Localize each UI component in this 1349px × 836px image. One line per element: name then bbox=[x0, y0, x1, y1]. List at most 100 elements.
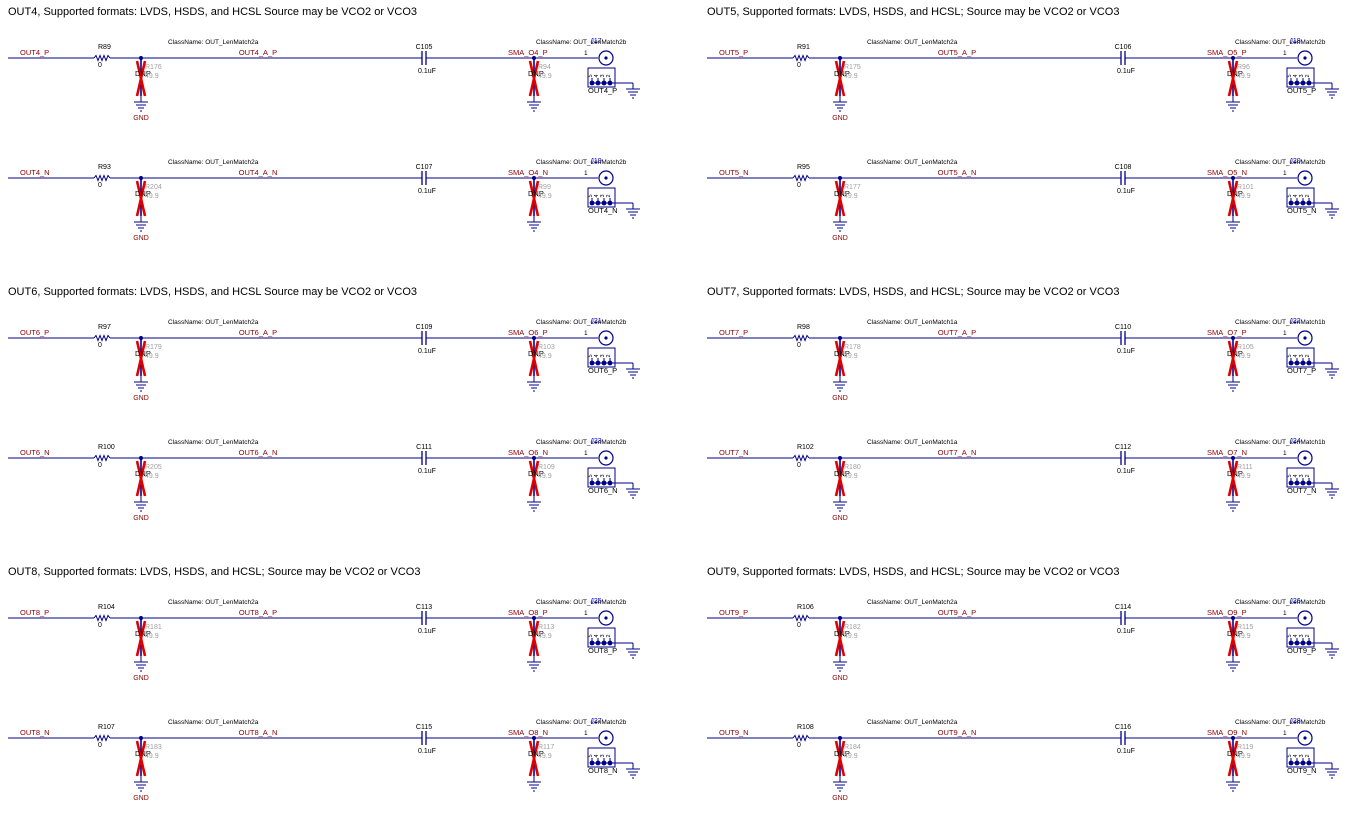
pin-1-label: 1 bbox=[584, 170, 588, 177]
block-title: OUT4, Supported formats: LVDS, HSDS, and… bbox=[8, 6, 417, 18]
connector-label: OUT4_P bbox=[588, 86, 617, 95]
ground-junction bbox=[1288, 480, 1294, 486]
ground-pin-label: 2 bbox=[1305, 354, 1311, 357]
ground-symbol bbox=[1226, 376, 1240, 392]
ground-junction bbox=[601, 360, 607, 366]
dnp-cross-b bbox=[135, 460, 147, 497]
capacitor-value: 0.1uF bbox=[418, 628, 436, 635]
net-label-in: OUT6_N bbox=[20, 448, 50, 457]
dnp-label: DNP bbox=[1227, 349, 1243, 358]
dnp-cross-b bbox=[834, 340, 846, 377]
ground-pin-label: 4 bbox=[1293, 754, 1299, 757]
output-block-8: OUT8, Supported formats: LVDS, HSDS, and… bbox=[8, 566, 668, 836]
block-schematic: ClassName: OUT_LenMatch2a ClassName: OUT_… bbox=[8, 598, 640, 802]
ground-junction bbox=[589, 640, 595, 646]
ground-junction bbox=[595, 480, 601, 486]
ground-symbol bbox=[833, 496, 847, 512]
net-label-mid: OUT4_A_P bbox=[239, 48, 277, 57]
ground-pin-label: 5 bbox=[1287, 634, 1293, 637]
dnp-value: 49.9 bbox=[145, 73, 159, 80]
dnp-value: 49.9 bbox=[1237, 73, 1251, 80]
block-title: OUT7, Supported formats: LVDS, HSDS, and… bbox=[707, 286, 1120, 298]
block-schematic: ClassName: OUT_LenMatch2a ClassName: OUT_… bbox=[8, 318, 640, 522]
pin-1-label: 1 bbox=[1283, 170, 1287, 177]
net-label-in: OUT8_N bbox=[20, 728, 50, 737]
connector-pin bbox=[604, 616, 608, 620]
ground-pin-label: 2 bbox=[606, 634, 612, 637]
class-name-b: ClassName: OUT_LenMatch2b bbox=[536, 159, 627, 166]
ground-junction bbox=[1288, 760, 1294, 766]
ground-junction bbox=[1300, 360, 1306, 366]
dnp-value: 49.9 bbox=[145, 473, 159, 480]
connector-body bbox=[587, 67, 616, 88]
dnp-ref: R105 bbox=[1237, 344, 1254, 351]
dnp-value: 49.9 bbox=[1237, 753, 1251, 760]
ground-junction bbox=[595, 640, 601, 646]
dnp-cross-b bbox=[528, 620, 540, 657]
ground-junction bbox=[607, 80, 613, 86]
ground-symbol bbox=[833, 776, 847, 792]
net-label-out: SMA_O6_N bbox=[508, 448, 548, 457]
resistor-value: 0 bbox=[797, 742, 801, 749]
ground-symbol bbox=[1226, 656, 1240, 672]
dnp-cross-b bbox=[1227, 740, 1239, 777]
ground-pin-label: 3 bbox=[600, 474, 606, 477]
ground-junction bbox=[601, 200, 607, 206]
connector-center bbox=[598, 50, 614, 66]
connector-label: OUT9_P bbox=[1287, 646, 1316, 655]
class-name-b: ClassName: OUT_LenMatch2b bbox=[536, 719, 627, 726]
resistor-symbol bbox=[93, 54, 111, 62]
ground-pin-label: 5 bbox=[588, 474, 594, 477]
connector-ref: J27 bbox=[590, 718, 601, 725]
dnp-ref: R180 bbox=[844, 464, 861, 471]
ground-symbol bbox=[527, 496, 541, 512]
ground-symbol bbox=[1226, 216, 1240, 232]
net-label-in: OUT7_P bbox=[719, 328, 748, 337]
net-label-out: SMA_O7_P bbox=[1207, 328, 1247, 337]
ground-symbol bbox=[134, 376, 148, 392]
gnd-label: GND bbox=[832, 795, 848, 802]
net-label-out: SMA_O4_N bbox=[508, 168, 548, 177]
gnd-label: GND bbox=[832, 515, 848, 522]
capacitor-ref: C115 bbox=[416, 724, 432, 731]
ground-junction bbox=[601, 640, 607, 646]
dnp-label: DNP bbox=[528, 749, 544, 758]
channel: ClassName: OUT_LenMatch2a ClassName: OUT_… bbox=[8, 318, 640, 402]
block-schematic: ClassName: OUT_LenMatch2a ClassName: OUT_… bbox=[707, 38, 1339, 242]
dnp-ref: R182 bbox=[844, 624, 861, 631]
net-label-in: OUT4_P bbox=[20, 48, 49, 57]
class-name-b: ClassName: OUT_LenMatch1b bbox=[1235, 439, 1326, 446]
capacitor-ref: C110 bbox=[1115, 324, 1131, 331]
ground-junction bbox=[1306, 80, 1312, 86]
dnp-value: 49.9 bbox=[844, 193, 858, 200]
gnd-label: GND bbox=[133, 395, 149, 402]
gnd-label: GND bbox=[832, 675, 848, 682]
dnp-value: 49.9 bbox=[1237, 353, 1251, 360]
output-block-7: OUT7, Supported formats: LVDS, HSDS, and… bbox=[707, 286, 1349, 556]
channel: ClassName: OUT_LenMatch1a ClassName: OUT_… bbox=[707, 438, 1339, 522]
capacitor-ref: C105 bbox=[416, 44, 433, 51]
dnp-label: DNP bbox=[1227, 469, 1243, 478]
connector-ref: J22 bbox=[1289, 318, 1300, 325]
dnp-value: 49.9 bbox=[145, 353, 159, 360]
dnp-ref: R181 bbox=[145, 624, 162, 631]
pin-1-label: 1 bbox=[1283, 450, 1287, 457]
dnp-cross-b bbox=[834, 740, 846, 777]
class-name-b: ClassName: OUT_LenMatch2b bbox=[536, 439, 627, 446]
ground-pin-label: 3 bbox=[600, 354, 606, 357]
ground-pin-label: 5 bbox=[588, 194, 594, 197]
ground-junction bbox=[1300, 760, 1306, 766]
connector-label: OUT8_P bbox=[588, 646, 617, 655]
resistor-symbol bbox=[792, 174, 810, 182]
connector-label: OUT6_P bbox=[588, 366, 617, 375]
ground-junction bbox=[607, 480, 613, 486]
